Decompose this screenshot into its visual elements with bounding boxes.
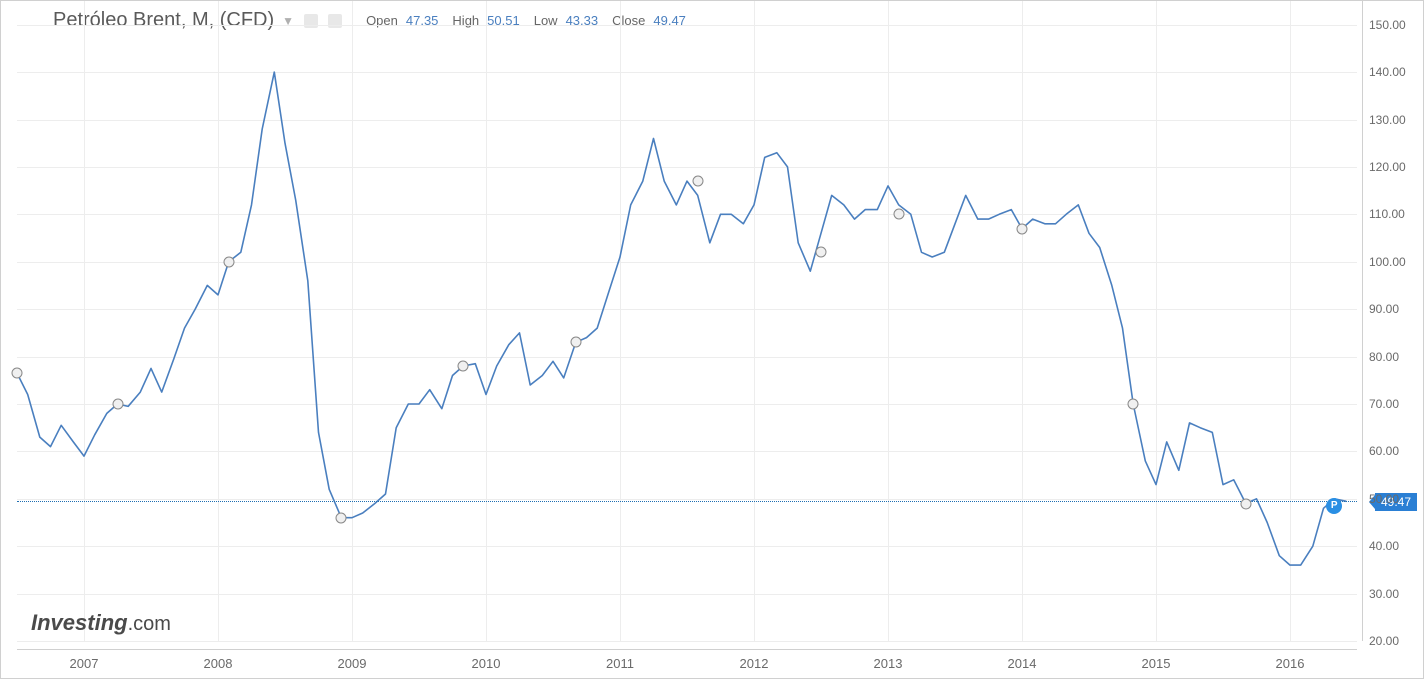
price-line-svg bbox=[17, 1, 1357, 641]
y-axis-label: 110.00 bbox=[1369, 207, 1405, 221]
year-marker bbox=[570, 337, 581, 348]
x-axis-label: 2007 bbox=[70, 656, 99, 671]
price-series-line bbox=[17, 72, 1346, 565]
year-marker bbox=[1017, 223, 1028, 234]
x-axis-label: 2008 bbox=[204, 656, 233, 671]
current-price-line: 49.47 bbox=[17, 501, 1357, 502]
y-axis-label: 130.00 bbox=[1369, 113, 1406, 127]
gridline-horizontal bbox=[17, 641, 1357, 642]
year-marker bbox=[458, 361, 469, 372]
x-axis-label: 2015 bbox=[1142, 656, 1171, 671]
x-axis-label: 2013 bbox=[874, 656, 903, 671]
year-marker bbox=[816, 247, 827, 258]
x-axis: 2007 2008 2009 2010 2011 2012 2013 2014 2015 2016 bbox=[17, 649, 1357, 678]
x-axis-label: 2016 bbox=[1276, 656, 1305, 671]
year-marker bbox=[1128, 398, 1139, 409]
y-axis-label: 50.00 bbox=[1369, 492, 1399, 506]
y-axis-label: 140.00 bbox=[1369, 65, 1406, 79]
y-axis-label: 60.00 bbox=[1369, 444, 1399, 458]
year-marker bbox=[223, 256, 234, 267]
y-axis-label: 40.00 bbox=[1369, 539, 1399, 553]
x-axis-label: 2011 bbox=[606, 656, 634, 671]
y-axis-label: 120.00 bbox=[1369, 160, 1406, 174]
year-marker bbox=[1240, 498, 1251, 509]
x-axis-label: 2012 bbox=[740, 656, 769, 671]
y-axis-label: 80.00 bbox=[1369, 350, 1399, 364]
x-axis-label: 2010 bbox=[472, 656, 501, 671]
x-axis-label: 2014 bbox=[1008, 656, 1037, 671]
chart-container: Petróleo Brent, M, (CFD) ▼ Open 47.35 Hi… bbox=[0, 0, 1424, 679]
y-axis-label: 20.00 bbox=[1369, 634, 1399, 648]
year-marker bbox=[112, 398, 123, 409]
watermark-ext: .com bbox=[128, 613, 171, 635]
last-price-marker: P bbox=[1326, 498, 1342, 514]
y-axis: 20.0030.0040.0050.0060.0070.0080.0090.00… bbox=[1362, 1, 1423, 641]
year-marker bbox=[336, 512, 347, 523]
year-marker bbox=[692, 176, 703, 187]
year-marker bbox=[12, 368, 23, 379]
year-marker bbox=[893, 209, 904, 220]
y-axis-label: 30.00 bbox=[1369, 587, 1399, 601]
watermark-logo: Investing.com bbox=[31, 610, 171, 636]
y-axis-label: 70.00 bbox=[1369, 397, 1399, 411]
y-axis-label: 90.00 bbox=[1369, 302, 1399, 316]
x-axis-label: 2009 bbox=[338, 656, 367, 671]
watermark-brand: Investing bbox=[31, 610, 128, 635]
y-axis-label: 100.00 bbox=[1369, 255, 1406, 269]
y-axis-label: 150.00 bbox=[1369, 18, 1406, 32]
chart-plot-area[interactable]: 49.47 P bbox=[17, 1, 1357, 641]
